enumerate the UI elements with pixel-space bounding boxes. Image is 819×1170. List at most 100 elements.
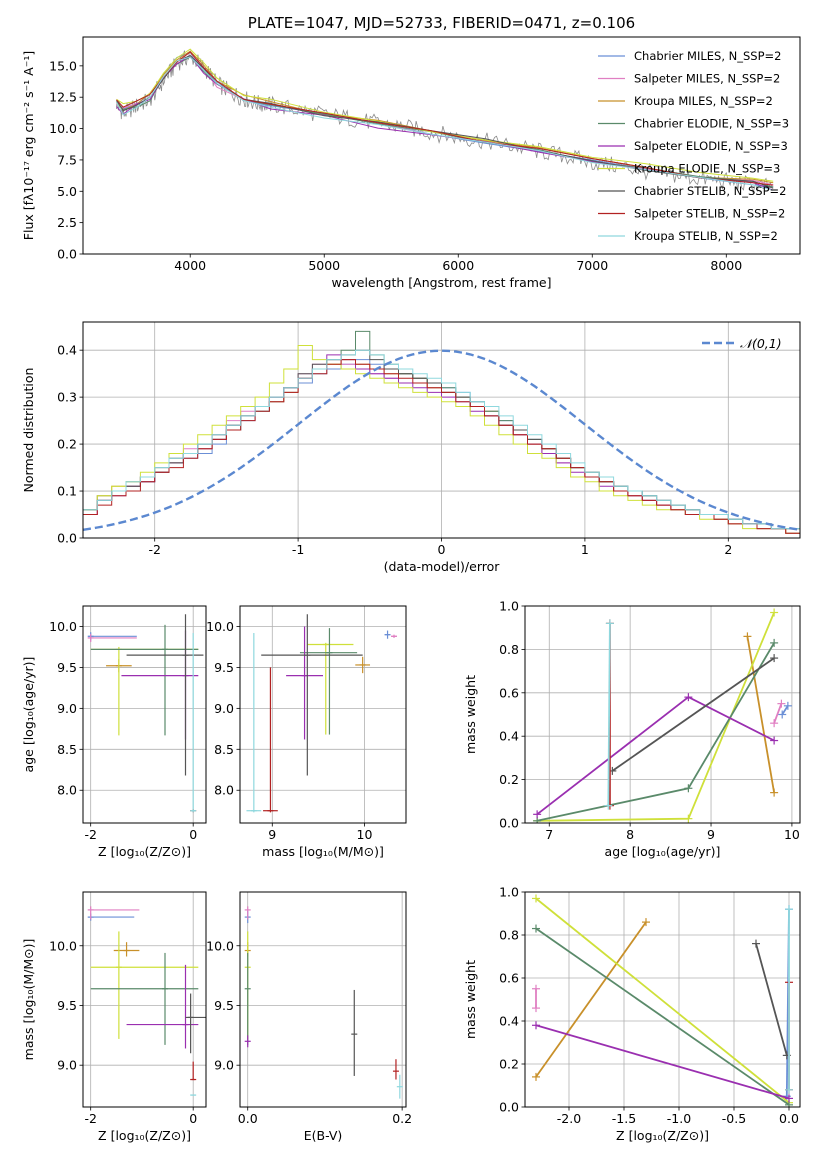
plot-area-weight-vs-Z [532,894,793,1107]
legend-entry: Salpeter STELIB, N_SSP=2 [634,207,785,221]
histogram-8 [83,349,800,538]
x-axis-label: mass [log₁₀(M/M⊙)] [262,844,384,859]
plot-area-age-vs-Z [87,614,204,813]
axes-frame [524,891,801,1108]
panel-weight-vs-Z: -2.0 -1.5 -1.0 -0.5 0.0 0.0 0.2 0.4 0.6 0.8 1.0 Z [… [463,885,801,1143]
weight-line-5 [535,1024,790,1100]
x-tick-label: -1.0 [667,1111,691,1126]
x-tick-label: 1 [581,542,589,557]
axes-frame [524,605,801,824]
legend-entry: Salpeter MILES, N_SSP=2 [634,72,780,86]
legend-entry: Chabrier STELIB, N_SSP=2 [634,184,786,198]
gaussian-curve [83,349,800,531]
x-tick-label: 4000 [174,258,206,273]
y-tick-label: 5.0 [57,184,77,199]
x-tick-label: 10 [357,827,373,842]
panel-age-vs-Z: -2 0 8.0 8.5 9.0 9.5 10.0 Z [log₁₀(Z/Z⊙)] age [l… [21,605,207,859]
axes-frame [82,321,801,539]
y-tick-label: 8.5 [214,742,234,757]
x-tick-label: 2 [724,542,732,557]
legend-entry: Kroupa STELIB, N_SSP=2 [634,229,778,243]
y-tick-label: 9.5 [214,998,234,1013]
y-tick-label: 10.0 [49,938,77,953]
weight-line-3 [537,612,775,822]
y-tick-label: 0.8 [499,928,519,943]
panel-residuals: -2 -1 0 1 2 0.0 0.1 0.2 0.3 0.4 (data-model)/error… [21,321,801,574]
model-line-8 [116,56,774,191]
axes-frame [82,605,207,824]
y-tick-label: 9.5 [214,660,234,675]
y-axis-label: mass weight [463,675,478,754]
weight-line-2 [535,921,647,1078]
legend-entry: Kroupa MILES, N_SSP=2 [634,94,773,108]
weight-line-8 [607,623,611,806]
y-tick-label: 0.4 [57,343,77,358]
plot-area-mass-vs-ebv [244,906,403,1099]
histogram-5 [83,345,800,538]
y-tick-label: 9.0 [57,1058,77,1073]
y-tick-label: 0.0 [57,247,77,262]
x-tick-label: 0 [189,827,197,842]
legend-entry: Salpeter ELODIE, N_SSP=3 [634,139,788,153]
x-tick-label: -2.0 [557,1111,581,1126]
legend-entry: Chabrier ELODIE, N_SSP=3 [634,117,789,131]
y-tick-label: 12.5 [49,90,77,105]
x-axis-label: Z [log₁₀(Z/Z⊙)] [98,844,191,859]
y-axis-label: Flux [fλ10⁻¹⁷ erg cm⁻² s⁻¹ A⁻¹] [21,51,36,240]
y-tick-label: 1.0 [499,599,519,614]
x-axis-label: age [log₁₀(age/yr)] [605,844,721,859]
weight-line-3 [535,897,790,1104]
x-tick-label: 0 [438,542,446,557]
x-tick-label: -2 [84,827,96,842]
y-tick-label: 0.2 [499,772,519,787]
y-tick-label: 0.6 [499,685,519,700]
y-tick-label: 8.0 [214,783,234,798]
y-axis-label: age [log₁₀(age/yr)] [21,657,36,773]
weight-line-5 [536,696,775,816]
y-tick-label: 15.0 [49,58,77,73]
y-tick-label: 10.0 [49,619,77,634]
x-tick-label: -2 [84,1111,96,1126]
y-tick-label: 0.1 [57,484,77,499]
y-tick-label: 10.0 [49,121,77,136]
x-tick-label: 6000 [442,258,474,273]
panel-mass-vs-Z: -2 0 9.0 9.5 10.0 Z [log₁₀(Z/Z⊙)] mass [log₁₀(… [21,891,207,1143]
y-tick-label: 8.5 [57,742,77,757]
panel-age-vs-mass: 9 10 8.0 8.5 9.0 9.5 10.0 mass [log₁₀(M/M⊙)] [206,605,407,859]
y-tick-label: 0.0 [57,531,77,546]
plot-area-mass-vs-Z [87,906,206,1096]
y-tick-label: 8.0 [57,783,77,798]
x-tick-label: 8000 [710,258,742,273]
axes-frame [239,891,407,1108]
x-tick-label: 7 [545,827,553,842]
y-tick-label: 9.0 [57,701,77,716]
y-axis-label: mass [log₁₀(M/M⊙)] [21,939,36,1061]
plot-area-residuals [83,330,800,538]
plot-area-age-vs-mass [246,614,398,813]
y-tick-label: 0.2 [57,437,77,452]
x-tick-label: 9 [707,827,715,842]
x-axis-label: (data-model)/error [384,559,501,574]
axes-frame [82,891,207,1108]
plot-area-spectrum [116,48,774,195]
y-tick-label: 0.8 [499,642,519,657]
panel-mass-vs-ebv: 0.0 0.2 9.0 9.5 10.0 E(B-V) [206,891,412,1143]
model-line-7 [116,51,774,186]
legend-entry: Chabrier MILES, N_SSP=2 [634,49,781,63]
y-tick-label: 0.6 [499,971,519,986]
weight-line-1 [773,703,783,724]
x-axis-label: Z [log₁₀(Z/Z⊙)] [616,1128,709,1143]
x-tick-label: 0 [189,1111,197,1126]
x-tick-label: 0.0 [779,1111,799,1126]
y-tick-label: 0.3 [57,390,77,405]
histogram-7 [83,359,800,538]
weight-line-6 [755,943,788,1056]
y-tick-label: 0.4 [499,1014,519,1029]
weight-line-4 [535,927,790,1106]
x-axis-label: E(B-V) [304,1128,343,1143]
x-axis-label: Z [log₁₀(Z/Z⊙)] [98,1128,191,1143]
weight-line-2 [746,636,775,793]
plot-area-weight-vs-age [533,608,792,823]
y-tick-label: 9.5 [57,998,77,1013]
